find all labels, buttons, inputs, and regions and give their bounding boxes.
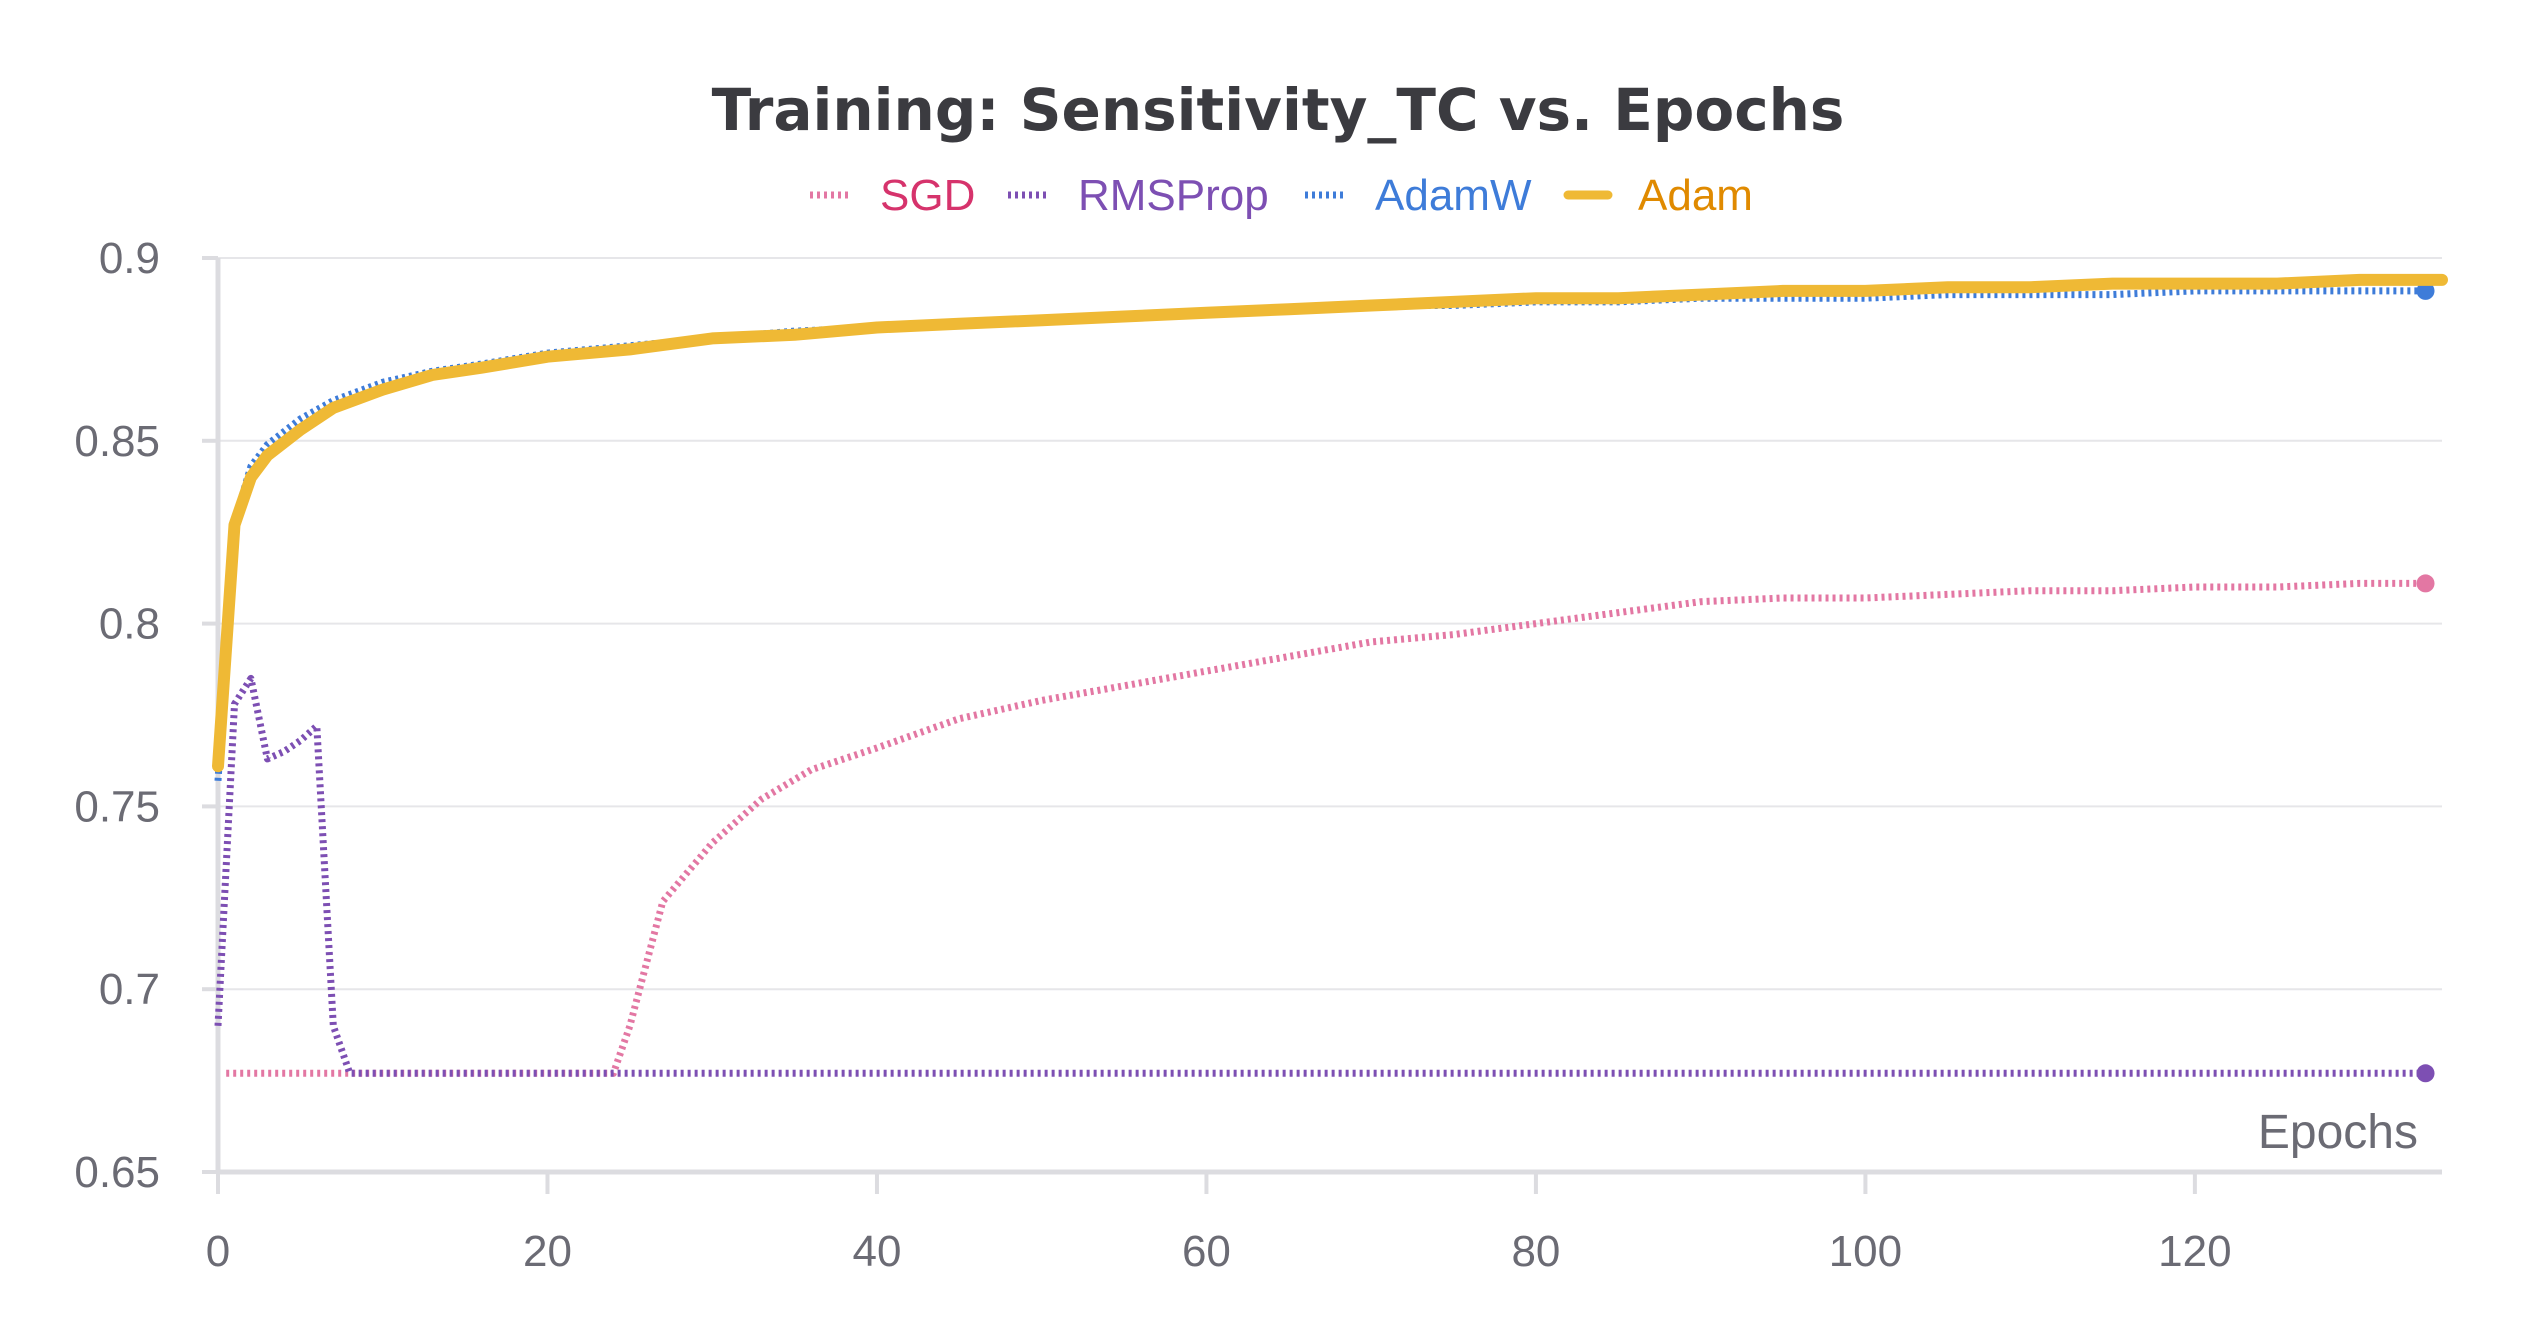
gridlines [218, 257, 2442, 991]
series-layer [212, 273, 2448, 1083]
x-tick-label: 60 [1182, 1227, 1231, 1276]
x-tick-label: 40 [852, 1227, 901, 1276]
y-tick-label: 0.8 [99, 600, 160, 649]
series-line-rmsprop [214, 674, 2426, 1077]
series-end-marker-sgd [2416, 574, 2435, 593]
y-tick-label: 0.7 [99, 965, 160, 1014]
series-line-adam [212, 273, 2448, 773]
x-tick-label: 0 [206, 1227, 230, 1276]
y-tick-label: 0.85 [74, 417, 160, 466]
x-tick-label: 120 [2158, 1227, 2231, 1276]
series-line-sgd [226, 579, 2426, 1077]
y-tick-label: 0.75 [74, 782, 160, 831]
legend-label-sgd: SGD [880, 171, 975, 220]
legend-label-adam: Adam [1638, 171, 1753, 220]
x-tick-label: 80 [1511, 1227, 1560, 1276]
series-line-adamw [214, 287, 2426, 782]
chart-title: Training: Sensitivity_TC vs. Epochs [712, 76, 1845, 144]
x-tick-label: 100 [1829, 1227, 1902, 1276]
series-end-marker-rmsprop [2416, 1064, 2435, 1083]
series-end-marker-adamw [2416, 281, 2435, 300]
x-tick-label: 20 [523, 1227, 572, 1276]
x-axis-title: Epochs [2258, 1106, 2418, 1159]
y-tick-label: 0.9 [99, 234, 160, 283]
legend: SGD RMSProp AdamW Adam [810, 171, 1753, 220]
y-tick-label: 0.65 [74, 1148, 160, 1197]
legend-label-adamw: AdamW [1375, 171, 1532, 220]
legend-label-rmsprop: RMSProp [1078, 171, 1269, 220]
axes: 0.65 0.7 0.75 0.8 0.85 0.9 0 20 40 60 80 100 120 [74, 234, 2442, 1276]
